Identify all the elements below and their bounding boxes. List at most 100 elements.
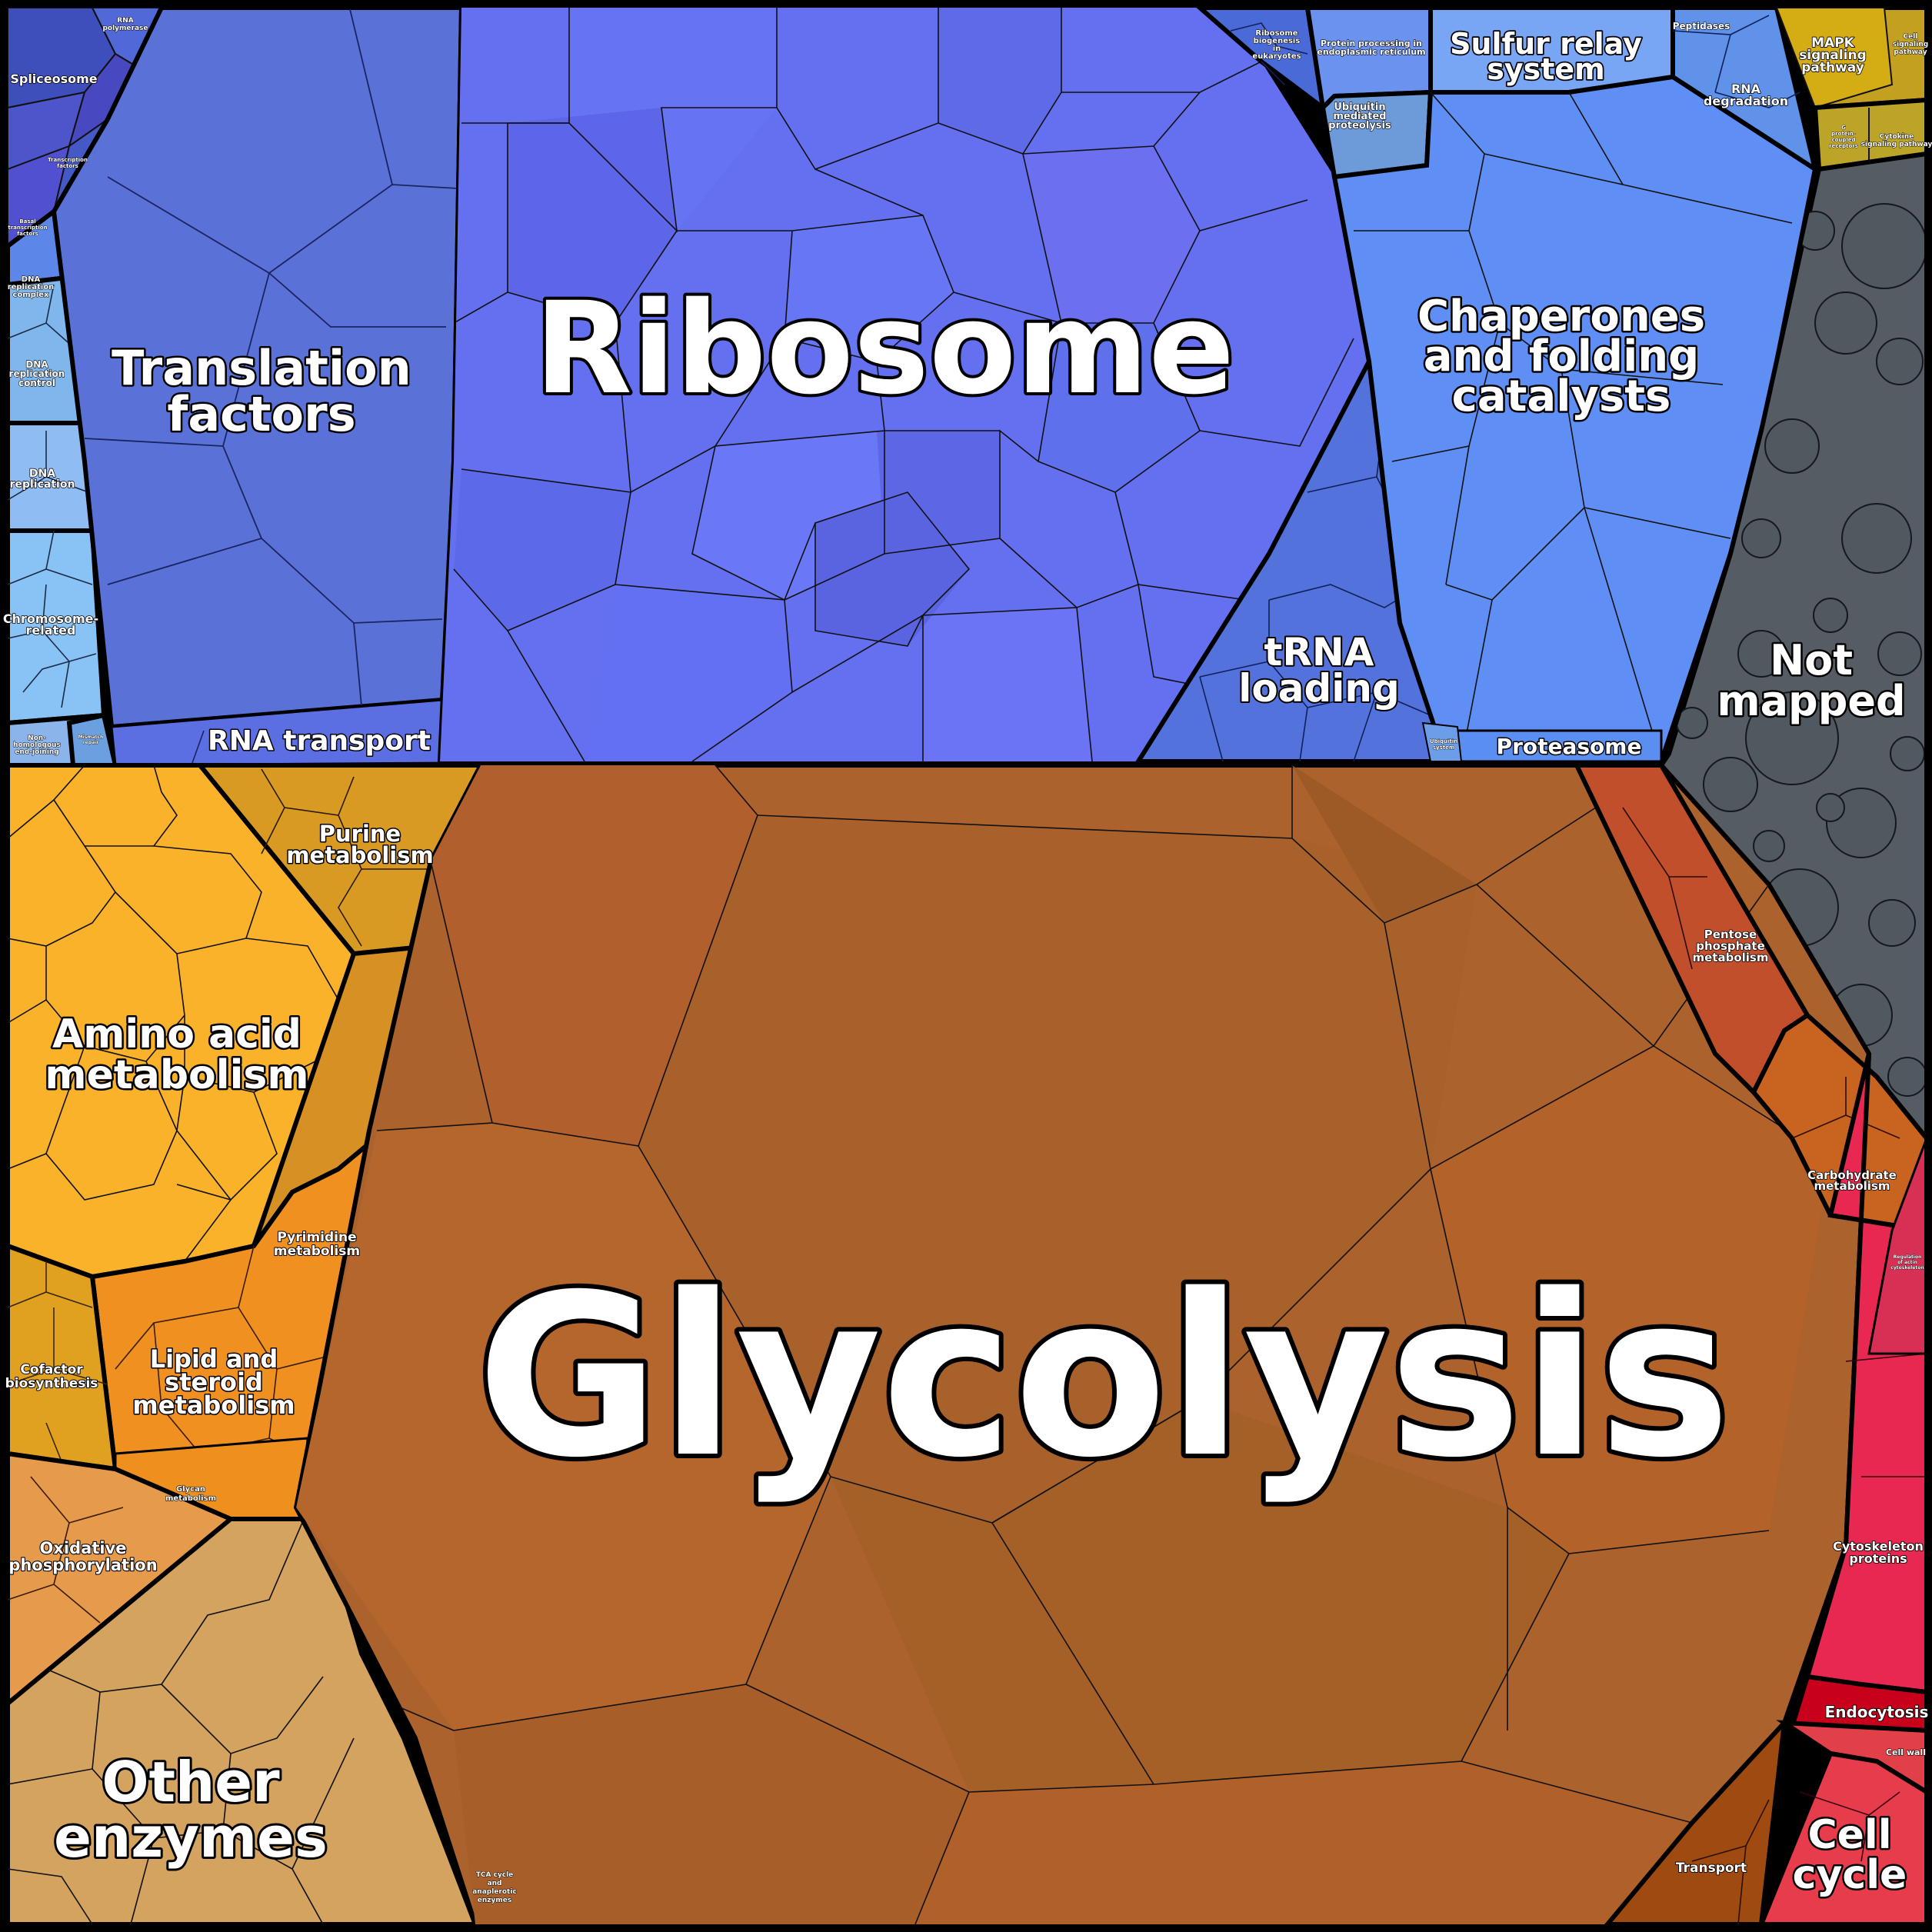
label-dna-control-2: replication <box>9 368 65 379</box>
label-not-mapped-1: Not <box>1770 636 1853 685</box>
label-purine-2: metabolism <box>286 842 433 868</box>
label-carbo-2: metabolism <box>1814 1179 1890 1193</box>
label-proteasome-assembly-2: system <box>1433 744 1454 751</box>
label-actin-3: cytoskeleton <box>1890 1265 1924 1271</box>
label-repair-2: repair <box>83 740 98 745</box>
label-repair-1: Mismatch <box>78 734 104 740</box>
label-translation-2: factors <box>167 386 355 442</box>
label-cofactor-1: Cofactor <box>20 1362 83 1377</box>
label-cytoskel-1: Cytoskeleton <box>1833 1539 1924 1554</box>
label-tca-4: enzymes <box>478 1897 511 1904</box>
label-tca-1: TCA cycle <box>476 1871 514 1879</box>
label-chaperones-2: and folding <box>1424 331 1700 381</box>
label-sulfur-1: Sulfur relay <box>1450 27 1642 61</box>
label-rna-transport: RNA transport <box>208 725 431 757</box>
label-dna-complex-1: DNA <box>22 275 41 284</box>
label-cytoskel-2: proteins <box>1849 1551 1907 1566</box>
region-proteasome-assembly <box>1421 721 1463 762</box>
label-ribobio-4: eukaryotes <box>1252 52 1301 61</box>
chromosome-cells <box>7 284 97 708</box>
label-ubiq-1: Ubiquitin <box>1334 102 1385 113</box>
label-pentose-3: metabolism <box>1693 951 1769 964</box>
ribosome-cells <box>453 8 1354 761</box>
label-other-enzymes-2: enzymes <box>54 1805 328 1870</box>
label-chromosome-2: related <box>26 623 76 638</box>
label-ribosome: Ribosome <box>535 275 1234 422</box>
label-mapk-2: signaling <box>1799 48 1867 63</box>
label-glycolysis: Glycolysis <box>477 1247 1731 1507</box>
label-amino-acid-2: metabolism <box>45 1052 308 1098</box>
label-gprot-1: G <box>1841 125 1846 131</box>
label-cellsig-1: Cell <box>1904 33 1918 41</box>
label-carbo-1: Carbohydrate <box>1807 1168 1897 1182</box>
label-ribobio-3: in <box>1273 45 1281 53</box>
label-mapk-1: MAPK <box>1811 35 1855 51</box>
label-amino-acid-1: Amino acid <box>52 1011 301 1058</box>
label-endocytosis: Endocytosis <box>1825 1703 1929 1721</box>
label-cofactor-2: biosynthesis <box>5 1376 98 1391</box>
label-not-mapped-2: mapped <box>1717 677 1905 725</box>
label-cell-cycle-2: cycle <box>1793 1852 1907 1898</box>
label-oxphos-2: phosphorylation <box>8 1556 157 1574</box>
translation-cells <box>84 8 458 707</box>
label-proteasome-assembly-1: Ubiquitin <box>1430 738 1457 744</box>
amino-acid-cells <box>8 765 385 1262</box>
label-basal-3: factors <box>17 231 38 237</box>
label-cellsig-2: signaling <box>1893 41 1928 48</box>
label-gprot-3: coupled <box>1831 137 1855 143</box>
label-rnapol-2: polymerase <box>102 25 148 32</box>
label-nonhomol-3: end-joining <box>15 748 58 756</box>
label-dna-complex-3: complex <box>12 291 49 299</box>
label-trna-1: tRNA <box>1264 630 1374 675</box>
label-lipid-2: steroid <box>165 1367 263 1397</box>
label-cellsig-3: pathway <box>1894 48 1927 56</box>
label-cell-wall: Cell wall <box>1886 1747 1926 1757</box>
label-gprot-2: protein- <box>1831 131 1856 137</box>
label-dna-complex-2: replication <box>8 283 55 291</box>
label-chaperones-3: catalysts <box>1452 371 1671 421</box>
label-basal-1: Basal <box>19 218 35 225</box>
label-gprot-4: receptors <box>1829 143 1858 149</box>
label-nonhomol-2: homologous <box>13 741 61 749</box>
label-mapk-3: pathway <box>1801 60 1864 75</box>
label-actin-2: of actin <box>1897 1260 1917 1265</box>
label-trna-2: loading <box>1238 666 1400 711</box>
label-rnapol-1: RNA <box>117 17 133 25</box>
not-mapped-cells <box>1676 203 1927 1097</box>
label-dna-control-3: control <box>18 378 55 388</box>
label-lipid-1: Lipid and <box>150 1344 278 1374</box>
label-ctsig-1: Cytokine <box>1880 133 1914 141</box>
label-pyrimidine-1: Pyrimidine <box>277 1230 356 1245</box>
label-protproc-2: endoplasmic reticulum <box>1317 47 1425 57</box>
chaperone-cells <box>1354 92 1793 761</box>
label-protproc-1: Protein processing in <box>1321 38 1422 48</box>
label-dna-replication-2: replication <box>10 478 75 491</box>
label-sulfur-2: system <box>1487 52 1605 86</box>
label-actin-1: Regulation <box>1894 1254 1922 1260</box>
region-labels: Ribosome Glycolysis Translation factors … <box>2 17 1932 1905</box>
label-glycan-2: metabolism <box>165 1494 216 1503</box>
label-chaperones-1: Chaperones <box>1417 291 1705 341</box>
label-glycan-1: Glycan <box>176 1485 205 1494</box>
label-rnadeg-2: degradation <box>1704 94 1788 108</box>
label-spliceosome: Spliceosome <box>10 72 97 86</box>
label-dna-replication-1: DNA <box>29 468 55 480</box>
other-enzymes-cells <box>8 1519 355 1924</box>
label-pentose-1: Pentose <box>1704 928 1757 941</box>
label-basal-2: transcription <box>8 225 47 231</box>
label-peptidases: Peptidases <box>1673 21 1730 32</box>
label-other-enzymes-1: Other <box>102 1750 280 1814</box>
label-proteasome: Proteasome <box>1497 734 1642 759</box>
label-tca-3: anaplerotic <box>472 1888 517 1896</box>
label-transport: Transport <box>1676 1860 1747 1876</box>
label-tca-2: and <box>488 1880 502 1887</box>
label-lipid-3: metabolism <box>132 1391 295 1420</box>
label-ubiq-2: mediated <box>1333 111 1386 122</box>
label-chromosome-1: Chromosome- <box>3 611 98 626</box>
label-pyrimidine-2: metabolism <box>274 1244 360 1259</box>
label-ribobio-2: biogenesis <box>1254 37 1301 45</box>
label-pentose-2: phosphate <box>1696 939 1765 953</box>
label-translation-1: Translation <box>112 340 411 396</box>
label-purine-1: Purine <box>319 821 401 847</box>
